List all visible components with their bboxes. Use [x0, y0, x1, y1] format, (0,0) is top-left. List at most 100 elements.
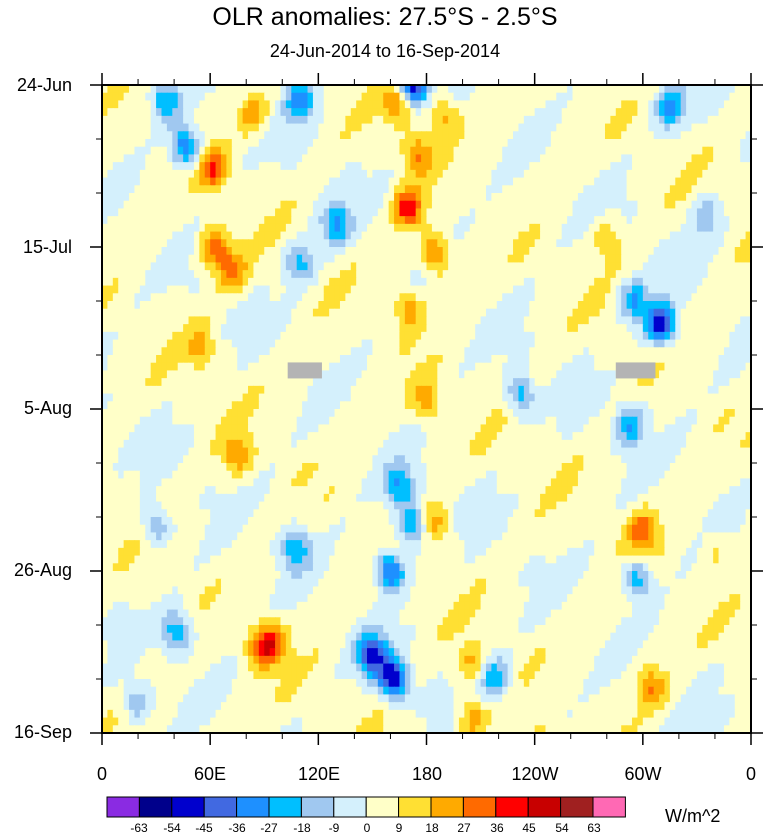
heatmap-cell	[437, 324, 444, 333]
heatmap-cell	[686, 277, 693, 287]
heatmap-cell	[588, 92, 595, 102]
heatmap-cell	[485, 162, 492, 171]
heatmap-cell	[718, 223, 725, 233]
heatmap-cell	[529, 270, 536, 279]
heatmap-cell	[626, 277, 633, 287]
heatmap-cell	[567, 301, 574, 310]
heatmap-cell	[513, 385, 520, 395]
heatmap-cell	[339, 154, 346, 163]
heatmap-cell	[161, 108, 168, 117]
heatmap-cell	[485, 308, 492, 318]
heatmap-cell	[253, 308, 260, 318]
heatmap-cell	[448, 92, 455, 102]
heatmap-cell	[632, 100, 639, 109]
heatmap-cell	[448, 370, 455, 379]
heatmap-cell	[410, 254, 417, 264]
heatmap-cell	[615, 355, 622, 364]
heatmap-cell	[713, 293, 720, 302]
heatmap-cell	[653, 355, 660, 364]
heatmap-cell	[318, 285, 325, 294]
heatmap-cell	[237, 193, 244, 202]
heatmap-cell	[469, 92, 476, 102]
heatmap-cell	[475, 285, 482, 294]
heatmap-cell	[545, 262, 552, 271]
heatmap-cell	[394, 85, 401, 94]
heatmap-cell	[145, 193, 152, 202]
heatmap-cell	[204, 193, 211, 202]
heatmap-cell	[188, 108, 195, 117]
heatmap-cell	[199, 301, 206, 310]
heatmap-cell	[150, 401, 157, 410]
heatmap-cell	[139, 169, 146, 179]
heatmap-cell	[577, 378, 584, 387]
heatmap-cell	[193, 108, 200, 117]
heatmap-cell	[475, 239, 482, 248]
heatmap-cell	[269, 193, 276, 202]
heatmap-cell	[540, 185, 547, 194]
heatmap-cell	[404, 277, 411, 287]
heatmap-cell	[312, 193, 319, 202]
heatmap-cell	[556, 362, 563, 372]
heatmap-cell	[177, 154, 184, 163]
heatmap-cell	[145, 185, 152, 194]
heatmap-cell	[718, 324, 725, 333]
heatmap-cell	[129, 146, 136, 156]
heatmap-cell	[339, 146, 346, 156]
heatmap-cell	[653, 146, 660, 156]
heatmap-cell	[134, 308, 141, 318]
heatmap-cell	[545, 146, 552, 156]
heatmap-cell	[723, 169, 730, 179]
heatmap-cell	[431, 216, 438, 225]
heatmap-cell	[188, 324, 195, 333]
heatmap-cell	[556, 347, 563, 356]
heatmap-cell	[723, 393, 730, 402]
heatmap-cell	[102, 139, 109, 148]
heatmap-cell	[496, 146, 503, 156]
heatmap-cell	[659, 100, 666, 109]
heatmap-cell	[680, 324, 687, 333]
heatmap-cell	[550, 92, 557, 102]
heatmap-cell	[161, 185, 168, 194]
heatmap-cell	[323, 370, 330, 379]
heatmap-cell	[496, 139, 503, 148]
heatmap-cell	[702, 223, 709, 233]
heatmap-cell	[723, 378, 730, 387]
heatmap-cell	[588, 362, 595, 372]
heatmap-cell	[139, 270, 146, 279]
heatmap-cell	[285, 177, 292, 186]
heatmap-cell	[275, 393, 282, 402]
heatmap-cell	[626, 385, 633, 395]
heatmap-cell	[345, 108, 352, 117]
heatmap-cell	[415, 285, 422, 294]
heatmap-cell	[339, 139, 346, 148]
heatmap-cell	[448, 285, 455, 294]
heatmap-cell	[356, 223, 363, 233]
heatmap-cell	[350, 146, 357, 156]
heatmap-cell	[604, 162, 611, 171]
heatmap-cell	[740, 146, 747, 156]
heatmap-cell	[518, 270, 525, 279]
heatmap-cell	[502, 85, 509, 94]
heatmap-cell	[129, 401, 136, 410]
heatmap-cell	[680, 247, 687, 256]
heatmap-cell	[604, 231, 611, 240]
heatmap-cell	[275, 308, 282, 318]
heatmap-cell	[659, 355, 666, 364]
heatmap-cell	[550, 362, 557, 372]
heatmap-cell	[415, 331, 422, 341]
heatmap-cell	[702, 216, 709, 225]
heatmap-cell	[556, 216, 563, 225]
heatmap-cell	[372, 385, 379, 395]
heatmap-cell	[475, 154, 482, 163]
heatmap-cell	[242, 139, 249, 148]
heatmap-cell	[280, 316, 287, 325]
heatmap-cell	[469, 216, 476, 225]
heatmap-cell	[388, 362, 395, 372]
heatmap-cell	[226, 270, 233, 279]
heatmap-cell	[291, 339, 298, 348]
heatmap-cell	[150, 108, 157, 117]
heatmap-cell	[518, 378, 525, 387]
heatmap-cell	[291, 200, 298, 210]
heatmap-cell	[659, 200, 666, 210]
heatmap-cell	[199, 324, 206, 333]
